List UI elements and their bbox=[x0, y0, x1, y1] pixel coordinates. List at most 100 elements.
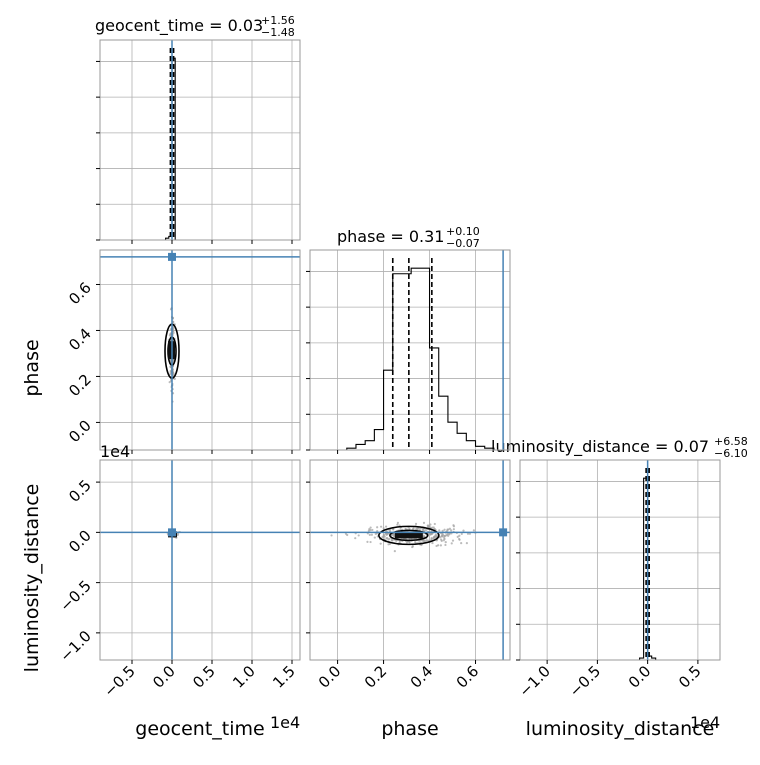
y-tick-label: 0.0 bbox=[65, 417, 95, 447]
sample-point bbox=[393, 550, 396, 553]
sample-point bbox=[424, 528, 428, 532]
sample-point bbox=[373, 536, 376, 539]
sample-point bbox=[368, 533, 371, 536]
y-tick-label: 0.4 bbox=[65, 325, 95, 355]
y-tick-label: 0.2 bbox=[65, 371, 95, 401]
sample-point bbox=[450, 529, 453, 532]
sample-point bbox=[422, 521, 426, 524]
sample-point bbox=[382, 527, 385, 530]
y-tick-label: −1.0 bbox=[56, 627, 94, 665]
sample-point bbox=[420, 543, 423, 547]
sample-point bbox=[421, 539, 425, 542]
title-luminosity-distance-plus: +6.58 bbox=[714, 435, 748, 448]
data-layer bbox=[162, 48, 660, 661]
x-tick-label: 0.5 bbox=[675, 662, 705, 692]
sample-point bbox=[414, 522, 418, 526]
y-tick-label: −0.5 bbox=[56, 577, 94, 615]
sample-point bbox=[376, 526, 379, 529]
sample-point bbox=[460, 542, 463, 545]
sample-point bbox=[441, 529, 444, 532]
sample-point bbox=[412, 527, 415, 530]
sample-point bbox=[344, 532, 348, 535]
title-luminosity-distance: luminosity_distance = 0.07 +6.58 −6.10 bbox=[491, 435, 748, 460]
x-tick-label: −0.5 bbox=[100, 662, 138, 700]
sample-point bbox=[386, 537, 389, 540]
sample-point bbox=[444, 540, 447, 544]
panel-frame bbox=[519, 459, 721, 661]
density-core bbox=[394, 532, 423, 539]
sample-point bbox=[432, 536, 435, 539]
sample-point bbox=[388, 537, 391, 540]
truth-marker bbox=[168, 252, 176, 261]
x-tick-label: 0.5 bbox=[189, 662, 219, 692]
title-geocent-time: geocent_time = 0.03 +1.56 −1.48 bbox=[95, 14, 295, 39]
sample-point bbox=[435, 535, 438, 538]
sample-point bbox=[173, 377, 176, 380]
truth-marker bbox=[499, 528, 508, 537]
title-phase: phase = 0.31 +0.10 −0.07 bbox=[337, 225, 480, 250]
sample-point bbox=[451, 539, 455, 542]
sample-point bbox=[366, 540, 369, 544]
ylabel-phase: phase bbox=[21, 339, 43, 396]
y-tick-label: 0.0 bbox=[65, 526, 95, 556]
offset-text-ld-x: 1e4 bbox=[690, 713, 720, 732]
truth-lines bbox=[100, 460, 300, 660]
grid-layer bbox=[100, 40, 720, 660]
title-phase-minus: −0.07 bbox=[446, 237, 480, 250]
x-tick-label: 1.0 bbox=[229, 662, 259, 692]
sample-point bbox=[443, 528, 446, 531]
contour-outer bbox=[378, 525, 440, 546]
offset-text-geocent-x: 1e4 bbox=[270, 713, 300, 732]
sample-point bbox=[427, 539, 430, 542]
x-tick-label: 0.2 bbox=[361, 662, 391, 692]
sample-point bbox=[371, 528, 374, 532]
sample-point bbox=[379, 525, 383, 528]
title-luminosity-distance-minus: −6.10 bbox=[714, 447, 748, 460]
sample-point bbox=[398, 541, 401, 544]
sample-point bbox=[452, 524, 455, 527]
sample-point bbox=[462, 529, 465, 532]
y-tick-label: 0.5 bbox=[65, 476, 95, 506]
title-geocent-time-plus: +1.56 bbox=[261, 14, 295, 27]
sample-point bbox=[441, 534, 444, 537]
sample-point bbox=[387, 543, 390, 546]
sample-point bbox=[443, 534, 447, 538]
x-tick-label: 0.0 bbox=[315, 662, 345, 692]
sample-point bbox=[415, 528, 419, 531]
title-phase-plus: +0.10 bbox=[446, 225, 480, 238]
sample-point bbox=[468, 532, 472, 535]
sample-point bbox=[440, 538, 443, 541]
x-tick-label: 0.6 bbox=[453, 662, 483, 692]
sample-point bbox=[472, 529, 475, 532]
sample-point bbox=[446, 528, 449, 531]
sample-point bbox=[357, 534, 360, 537]
sample-point bbox=[465, 542, 468, 545]
sample-point bbox=[168, 381, 171, 384]
truth-lines bbox=[310, 460, 510, 660]
title-geocent-time-minus: −1.48 bbox=[261, 26, 295, 39]
sample-point bbox=[395, 539, 398, 542]
sample-point bbox=[429, 532, 432, 536]
sample-point bbox=[354, 537, 357, 540]
panel-frame bbox=[99, 459, 301, 661]
x-tick-label: 1.5 bbox=[269, 662, 299, 692]
sample-point bbox=[431, 526, 434, 529]
sample-point bbox=[431, 541, 434, 545]
sample-point bbox=[448, 533, 451, 536]
sample-point bbox=[384, 525, 388, 528]
truth-marker bbox=[168, 528, 176, 537]
title-phase-main: phase = 0.31 bbox=[337, 227, 444, 246]
histogram-phase bbox=[337, 267, 504, 451]
sample-point bbox=[399, 528, 402, 531]
title-luminosity-distance-main: luminosity_distance = 0.07 bbox=[491, 437, 709, 457]
xlabel-luminosity-distance: luminosity_distance bbox=[526, 718, 715, 740]
sample-point bbox=[396, 523, 399, 526]
y-tick-label: 0.6 bbox=[65, 279, 95, 309]
sample-point bbox=[330, 534, 333, 537]
sample-point bbox=[391, 539, 394, 542]
panel-frame bbox=[99, 249, 301, 451]
x-tick-label: −1.0 bbox=[515, 662, 553, 700]
sample-point bbox=[429, 523, 432, 526]
